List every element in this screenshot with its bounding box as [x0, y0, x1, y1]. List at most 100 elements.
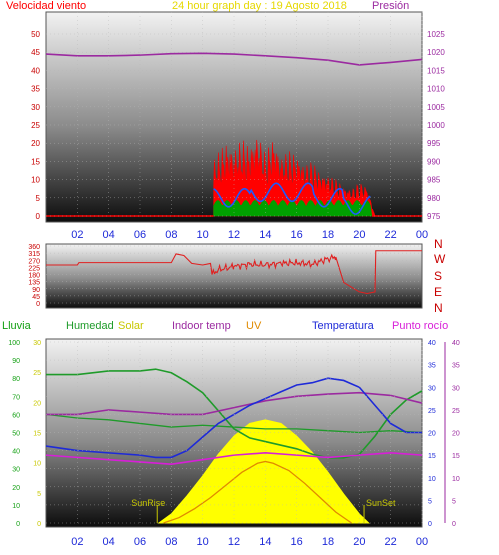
panel2-tick-label: 180 — [28, 273, 40, 280]
panel3-rain-tick-label: 0 — [37, 521, 41, 528]
panel1-x-tick-label: 08 — [165, 229, 177, 241]
panel3-temp2-tick-label: 10 — [452, 476, 460, 483]
panel3-humidity-tick-label: 20 — [12, 485, 20, 492]
sunrise-label: SunRise — [131, 498, 165, 508]
panel1-left-tick-label: 25 — [31, 121, 40, 130]
panel3-x-tick-label: 18 — [322, 536, 334, 548]
panel2-tick-label: 315 — [28, 251, 40, 258]
panel1-x-tick-label: 16 — [291, 229, 303, 241]
panel1-x-tick-label: 06 — [134, 229, 146, 241]
panel1-left-tick-label: 5 — [36, 194, 41, 203]
panel1-left-tick-label: 10 — [31, 176, 40, 185]
panel1-x-tick-label: 14 — [259, 229, 271, 241]
panel3-temp-tick-label: 5 — [428, 498, 432, 505]
panel1-right-tick-label: 985 — [427, 176, 441, 185]
panel3-rain-tick-label: 20 — [33, 400, 41, 407]
panel3-x-tick-label: 06 — [134, 536, 146, 548]
panel1-x-tick-label: 04 — [103, 229, 115, 241]
wind-speed-label: Velocidad viento — [6, 0, 87, 12]
legend-dew: Punto rocío — [392, 320, 449, 332]
panel1-right-tick-label: 1025 — [427, 30, 445, 39]
compass-n-top: N — [434, 237, 443, 251]
panel2-tick-label: 135 — [28, 280, 40, 287]
panel3-humidity-tick-label: 80 — [12, 376, 20, 383]
uv-series — [163, 460, 352, 524]
panel3-temp-tick-label: 40 — [428, 340, 436, 347]
panel3-humidity-tick-label: 70 — [12, 394, 20, 401]
panel3-temp2-tick-label: 25 — [452, 408, 460, 415]
panel1-x-tick-label: 10 — [197, 229, 209, 241]
panel3-temp-tick-label: 35 — [428, 363, 436, 370]
indoor-temp-series — [46, 391, 423, 416]
panel3-x-tick-label: 22 — [385, 536, 397, 548]
panel1-right-tick-label: 1010 — [427, 85, 445, 94]
pressure-label: Presión — [372, 0, 410, 12]
sunset-label: SunSet — [366, 498, 396, 508]
panel1-x-tick-label: 00 — [416, 229, 428, 241]
panel2-tick-label: 225 — [28, 265, 40, 272]
panel3-temp-tick-label: 15 — [428, 453, 436, 460]
panel1-right-tick-label: 995 — [427, 139, 441, 148]
panel1-right-tick-label: 980 — [427, 194, 441, 203]
legend-uv: UV — [246, 320, 262, 332]
axes-layer: 0510152025303540455097598098599099510001… — [8, 12, 460, 548]
panel3-humidity-tick-label: 30 — [12, 467, 20, 474]
panel3-temp2-tick-label: 0 — [452, 521, 456, 528]
panel3-x-tick-label: 10 — [197, 536, 209, 548]
dew-point-series — [45, 452, 423, 465]
panel1-left-tick-label: 0 — [36, 212, 41, 221]
panel2-tick-label: 0 — [36, 301, 40, 308]
panel3-rain-tick-label: 25 — [33, 370, 41, 377]
panel1-left-tick-label: 40 — [31, 66, 40, 75]
panel3-x-tick-label: 02 — [71, 536, 83, 548]
panel3-x-tick-label: 04 — [103, 536, 115, 548]
panel1-x-tick-label: 02 — [71, 229, 83, 241]
panel2-tick-label: 360 — [28, 244, 40, 251]
panel1-x-tick-label: 20 — [353, 229, 365, 241]
panel3-rain-tick-label: 10 — [33, 461, 41, 468]
panel3-rain-tick-label: 30 — [33, 340, 41, 347]
panel3-temp2-tick-label: 40 — [452, 340, 460, 347]
panel2-layer — [46, 250, 422, 295]
panel1-left-tick-label: 20 — [31, 139, 40, 148]
panel1-right-tick-label: 1005 — [427, 103, 445, 112]
panel2-tick-label: 90 — [32, 287, 40, 294]
panel1-x-tick-label: 12 — [228, 229, 240, 241]
panel3-temp2-tick-label: 15 — [452, 453, 460, 460]
panel1-x-tick-label: 22 — [385, 229, 397, 241]
panel3-x-tick-label: 08 — [165, 536, 177, 548]
panel3-humidity-tick-label: 100 — [8, 340, 20, 347]
temperature-series — [45, 377, 422, 459]
panel3-x-tick-label: 12 — [228, 536, 240, 548]
panel3-temp2-tick-label: 30 — [452, 385, 460, 392]
compass-w: W — [434, 252, 446, 266]
chart-title: 24 hour graph day : 19 Agosto 2018 — [172, 0, 347, 12]
panel2-tick-label: 45 — [32, 294, 40, 301]
panel3-temp-tick-label: 10 — [428, 476, 436, 483]
wind-speed-series — [213, 139, 376, 217]
panel3-temp2-tick-label: 5 — [452, 498, 456, 505]
panel1-left-tick-label: 30 — [31, 103, 40, 112]
panel3-humidity-tick-label: 0 — [16, 521, 20, 528]
panel2-background — [45, 243, 423, 309]
panel3-rain-tick-label: 15 — [33, 431, 41, 438]
legend-solar: Solar — [118, 320, 144, 332]
panel3-temp-tick-label: 20 — [428, 431, 436, 438]
panel1-right-tick-label: 1000 — [427, 121, 445, 130]
wind-average-series — [213, 182, 371, 215]
panel3-humidity-tick-label: 40 — [12, 449, 20, 456]
wind-direction-series — [46, 250, 422, 295]
panel3-x-tick-label: 16 — [291, 536, 303, 548]
panel3-temp-tick-label: 25 — [428, 408, 436, 415]
panel1-left-tick-label: 15 — [31, 157, 40, 166]
panel3-temp-tick-label: 30 — [428, 385, 436, 392]
panel3-humidity-tick-label: 50 — [12, 431, 20, 438]
panel3-humidity-tick-label: 60 — [12, 412, 20, 419]
panel2-tick-label: 270 — [28, 258, 40, 265]
panel1-left-tick-label: 50 — [31, 30, 40, 39]
panel1-right-tick-label: 1020 — [427, 48, 445, 57]
panel3-x-tick-label: 00 — [416, 536, 428, 548]
legend-rain: Lluvia — [2, 320, 31, 332]
humidity-series-2 — [45, 413, 423, 434]
